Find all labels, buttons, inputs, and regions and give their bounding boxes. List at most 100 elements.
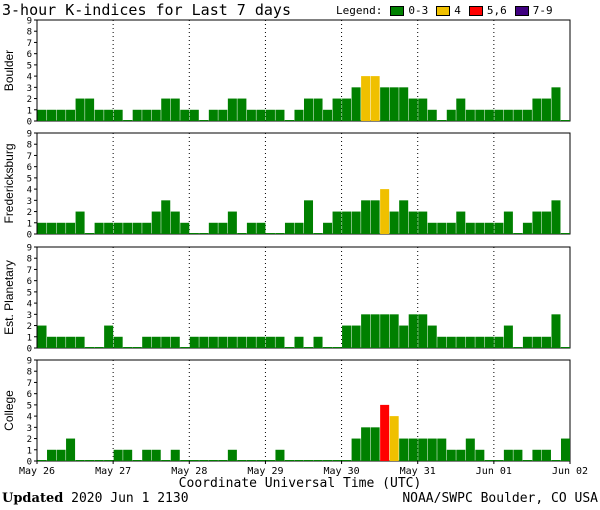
chart-title: 3-hour K-indices for Last 7 days: [2, 1, 291, 19]
k-index-bar: [265, 336, 275, 348]
k-index-bar: [94, 222, 104, 234]
k-index-bar: [275, 109, 285, 121]
k-index-bar: [541, 211, 551, 234]
k-index-bar: [399, 438, 409, 461]
k-index-bar: [227, 98, 237, 121]
y-tick-label: 2: [27, 322, 32, 332]
k-index-bar: [227, 449, 237, 461]
k-index-bar: [284, 460, 294, 461]
k-index-chart: 0123456789Boulder0123456789Fredericksbur…: [2, 17, 588, 477]
k-index-bar: [227, 211, 237, 234]
k-index-bar: [494, 460, 504, 461]
k-index-bar: [399, 200, 409, 234]
k-index-bar: [342, 325, 352, 348]
k-index-bar: [389, 314, 399, 348]
k-index-bar: [66, 336, 76, 348]
k-index-bar: [513, 109, 523, 121]
k-index-bar: [237, 336, 247, 348]
k-index-bar: [180, 347, 190, 348]
credit-text: NOAA/SWPC Boulder, CO USA: [402, 491, 598, 506]
k-index-bar: [94, 347, 104, 348]
k-index-bar: [284, 120, 294, 121]
k-index-bar: [475, 336, 485, 348]
k-index-bar: [180, 222, 190, 234]
k-index-bar: [189, 233, 199, 234]
k-index-bar: [456, 336, 466, 348]
k-index-bar: [408, 98, 418, 121]
k-index-bar: [304, 347, 314, 348]
k-index-bar: [494, 222, 504, 234]
k-index-bar: [541, 449, 551, 461]
k-index-bar: [418, 98, 428, 121]
k-index-bar: [370, 76, 380, 121]
y-tick-label: 0: [27, 458, 32, 468]
k-index-bar: [66, 109, 76, 121]
y-tick-label: 6: [27, 50, 32, 60]
k-index-bar: [361, 76, 371, 121]
y-tick-label: 7: [27, 379, 32, 389]
k-index-bar: [446, 449, 456, 461]
k-index-bar: [75, 98, 85, 121]
x-axis-label: Coordinate Universal Time (UTC): [178, 476, 422, 491]
k-index-bar: [370, 200, 380, 234]
k-index-bar: [551, 460, 561, 461]
legend-item-label: 7-9: [532, 4, 553, 17]
k-index-bar: [323, 460, 333, 461]
legend-swatch-5-6: [468, 5, 483, 16]
k-index-bar: [342, 460, 352, 461]
k-index-bar: [199, 460, 209, 461]
legend-item-label: 5,6: [486, 4, 507, 17]
k-index-bar: [323, 109, 333, 121]
k-index-bar: [484, 109, 494, 121]
y-tick-label: 1: [27, 446, 32, 456]
panel-frame: [36, 132, 571, 235]
y-tick-label: 0: [27, 231, 32, 241]
k-index-bar: [323, 347, 333, 348]
k-index-bar: [484, 222, 494, 234]
k-index-bar: [208, 222, 218, 234]
k-index-bar: [532, 98, 542, 121]
k-index-bar: [208, 460, 218, 461]
k-index-bar: [208, 336, 218, 348]
legend-swatch-4: [436, 5, 451, 16]
k-index-bar: [427, 325, 437, 348]
k-index-bar: [494, 336, 504, 348]
k-index-bar: [503, 211, 513, 234]
k-index-bar: [113, 222, 123, 234]
k-index-bar: [313, 98, 323, 121]
k-index-bar: [94, 460, 104, 461]
k-index-bar: [465, 336, 475, 348]
x-tick-label: May 27: [95, 466, 131, 476]
k-index-bar: [56, 222, 66, 234]
k-index-bar: [256, 336, 266, 348]
k-index-bar: [313, 460, 323, 461]
k-index-bar: [408, 211, 418, 234]
y-tick-label: 5: [27, 288, 32, 298]
legend-item-label: 4: [454, 4, 461, 17]
k-index-bar: [551, 87, 561, 121]
k-index-bar: [37, 325, 47, 348]
k-index-bar: [265, 460, 275, 461]
k-index-bar: [475, 109, 485, 121]
k-index-bar: [265, 233, 275, 234]
x-tick-label: May 29: [247, 466, 283, 476]
y-tick-label: 7: [27, 39, 32, 49]
y-tick-label: 4: [27, 413, 32, 423]
k-index-bar: [475, 222, 485, 234]
k-index-bar: [522, 336, 532, 348]
k-index-bar: [132, 460, 142, 461]
y-tick-label: 2: [27, 435, 32, 445]
k-index-bar: [37, 109, 47, 121]
y-tick-label: 9: [27, 17, 32, 27]
panel-label: College: [2, 390, 16, 431]
k-index-bar: [123, 449, 133, 461]
k-index-bar: [560, 120, 570, 121]
k-index-bar: [170, 211, 180, 234]
k-index-bar: [246, 222, 256, 234]
k-index-bar: [113, 109, 123, 121]
k-index-bar: [389, 87, 399, 121]
x-tick-label: Jun 02: [552, 466, 588, 476]
k-index-bar: [513, 449, 523, 461]
k-index-bar: [132, 222, 142, 234]
